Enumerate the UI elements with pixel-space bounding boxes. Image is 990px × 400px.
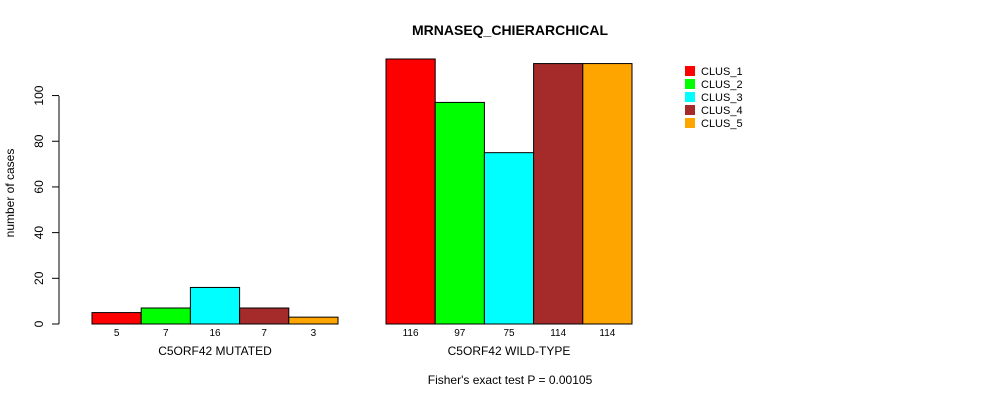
bars [91,58,633,325]
bar-clus-4-group-2 [533,63,584,325]
y-tick-label: 0 [32,320,46,327]
chart-title: MRNASEQ_CHIERARCHICAL [412,22,608,38]
bar-labels: 5 7 16 7 3 116 97 75 114 114 [114,328,616,339]
legend-swatch-clus-5 [685,118,695,128]
bar-clus-1-group-2 [385,58,436,325]
legend-label-clus-1: CLUS_1 [701,66,743,78]
group-label-1: C5ORF42 MUTATED [158,344,272,358]
group-label-2: C5ORF42 WILD-TYPE [448,344,571,358]
bar-clus-2-group-2 [434,101,485,325]
y-tick-label: 60 [32,180,46,194]
group-labels: C5ORF42 MUTATED C5ORF42 WILD-TYPE [158,344,570,358]
bar-count-label: 116 [403,328,419,339]
legend-swatch-clus-3 [685,92,695,102]
y-tick-label: 100 [32,85,46,105]
y-tick-label: 20 [32,271,46,285]
bar-count-label: 75 [503,328,515,339]
bar-count-label: 114 [550,328,566,339]
bar-clus-3-group-2 [483,152,535,325]
bar-clus-5-group-1 [288,316,339,325]
bar-count-label: 7 [163,328,169,339]
bar-clus-2-group-1 [140,307,191,325]
bar-count-label: 114 [599,328,615,339]
y-tick-label: 40 [32,226,46,240]
y-tick-label: 80 [32,134,46,148]
y-axis-label: number of cases [3,149,17,238]
bar-count-label: 3 [311,328,317,339]
legend-label-clus-3: CLUS_3 [701,92,743,104]
bar-clus-5-group-2 [582,63,633,325]
legend-swatch-clus-2 [685,79,695,89]
bar-count-label: 97 [454,328,466,339]
legend-label-clus-4: CLUS_4 [701,105,743,117]
bar-clus-1-group-1 [91,312,142,325]
legend-swatch-clus-1 [685,66,695,76]
bar-count-label: 7 [261,328,267,339]
legend-label-clus-5: CLUS_5 [701,118,743,130]
fisher-test-label: Fisher's exact test P = 0.00105 [428,373,593,387]
legend-label-clus-2: CLUS_2 [701,79,743,91]
bar-count-label: 5 [114,328,120,339]
legend-swatch-clus-4 [685,105,695,115]
y-axis: 0 20 40 60 80 100 [32,85,60,327]
bar-clus-4-group-1 [239,307,290,325]
bar-count-label: 16 [209,328,221,339]
bar-clus-3-group-1 [189,286,241,325]
